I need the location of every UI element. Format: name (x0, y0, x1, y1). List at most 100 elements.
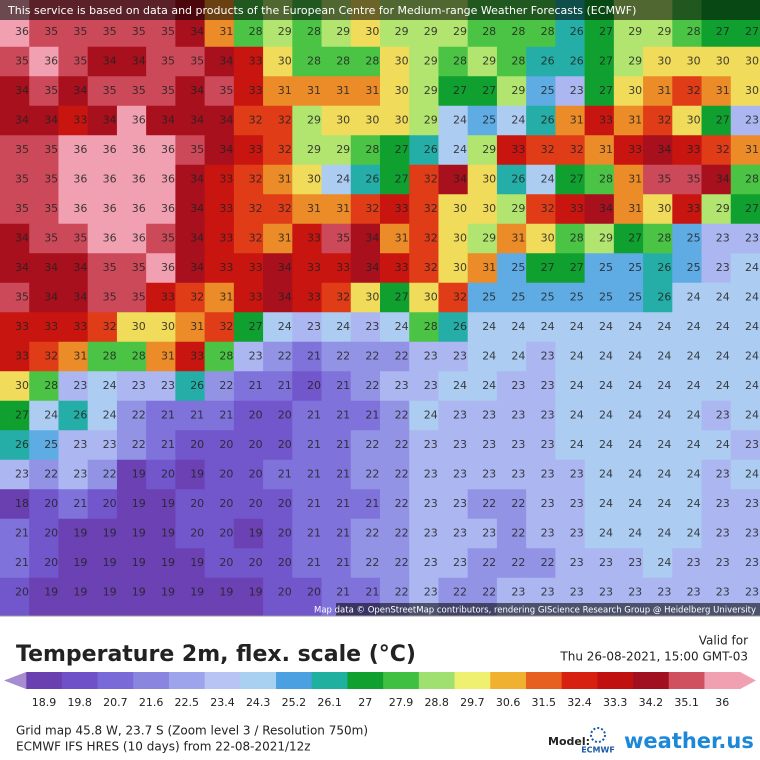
map-cell (175, 164, 206, 195)
map-value: 22 (365, 468, 379, 481)
map-cell (613, 135, 644, 166)
map-value: 29 (628, 25, 642, 38)
map-value: 19 (249, 586, 263, 599)
map-cell (496, 76, 527, 107)
map-cell (58, 489, 89, 520)
map-value: 34 (716, 173, 730, 186)
map-cell (0, 548, 30, 579)
map-value: 31 (278, 232, 292, 245)
map-value: 28 (657, 232, 671, 245)
colorbar-swatch (276, 672, 313, 689)
map-cell (263, 577, 293, 617)
map-cell (263, 341, 293, 372)
map-value: 21 (307, 497, 321, 510)
map-value: 29 (395, 25, 409, 38)
map-cell (730, 253, 760, 284)
map-cell (175, 489, 206, 520)
map-cell (380, 518, 410, 549)
map-value: 23 (424, 379, 438, 392)
map-cell (730, 223, 760, 254)
map-cell (467, 76, 498, 107)
map-value: 36 (44, 55, 58, 68)
map-value: 34 (190, 173, 204, 186)
map-value: 23 (453, 438, 467, 451)
map-value: 35 (103, 291, 117, 304)
map-cell (613, 548, 644, 579)
map-cell (292, 164, 323, 195)
map-value: 33 (15, 320, 29, 333)
map-value: 19 (103, 556, 117, 569)
map-cell (409, 282, 439, 313)
map-value: 35 (190, 55, 204, 68)
map-cell (263, 312, 293, 343)
map-cell (672, 164, 703, 195)
map-value: 31 (657, 84, 671, 97)
map-value: 32 (424, 202, 438, 215)
map-cell (701, 223, 732, 254)
colorbar-end (740, 672, 756, 689)
map-cell (263, 430, 293, 461)
map-cell (672, 371, 703, 402)
map-cell (146, 341, 176, 372)
map-value: 22 (482, 586, 496, 599)
colorbar-label: 27 (358, 696, 372, 709)
map-value: 32 (249, 114, 263, 127)
map-cell (292, 253, 323, 284)
map-value: 24 (687, 527, 701, 540)
map-value: 35 (44, 232, 58, 245)
map-cell (292, 46, 323, 77)
map-value: 36 (132, 143, 146, 156)
map-value: 34 (44, 261, 58, 274)
map-cell (116, 371, 147, 402)
map-value: 30 (453, 232, 467, 245)
map-cell (438, 223, 469, 254)
map-value: 23 (424, 350, 438, 363)
map-value: 33 (249, 291, 263, 304)
map-cell (263, 164, 293, 195)
brand[interactable]: weather.us (624, 729, 754, 753)
map-cell (613, 282, 644, 313)
map-value: 30 (628, 84, 642, 97)
map-cell (438, 135, 469, 166)
map-cell (467, 282, 498, 313)
map-value: 20 (161, 468, 175, 481)
map-value: 32 (249, 232, 263, 245)
map-cell (0, 46, 30, 77)
map-value: 24 (657, 320, 671, 333)
map-cell (321, 312, 352, 343)
colorbar-label: 19.8 (67, 696, 92, 709)
map-cell (87, 135, 118, 166)
map-cell (467, 489, 498, 520)
map-value: 33 (395, 261, 409, 274)
map-value: 25 (628, 261, 642, 274)
map-value: 22 (482, 556, 496, 569)
map-value: 30 (687, 55, 701, 68)
map-cell (0, 577, 30, 617)
map-cell (555, 430, 586, 461)
map-value: 24 (745, 291, 759, 304)
map-value: 19 (249, 527, 263, 540)
map-value: 23 (424, 586, 438, 599)
map-value: 22 (365, 556, 379, 569)
map-value: 22 (511, 527, 525, 540)
map-cell (175, 46, 206, 77)
map-value: 35 (15, 143, 29, 156)
map-cell (643, 105, 673, 136)
map-value: 23 (482, 527, 496, 540)
model-label: Model: (548, 735, 590, 748)
map-cell (116, 518, 147, 549)
map-value: 36 (132, 232, 146, 245)
map-value: 24 (716, 320, 730, 333)
map-value: 34 (190, 114, 204, 127)
map-cell (496, 430, 527, 461)
colorbar-swatch (240, 672, 277, 689)
map-value: 34 (15, 232, 29, 245)
map-value: 33 (219, 173, 233, 186)
map-cell (701, 341, 732, 372)
map-cell (409, 135, 439, 166)
map-cell (263, 548, 293, 579)
map-value: 32 (570, 143, 584, 156)
map-cell (0, 253, 30, 284)
map-value: 25 (511, 261, 525, 274)
map-value: 26 (657, 261, 671, 274)
